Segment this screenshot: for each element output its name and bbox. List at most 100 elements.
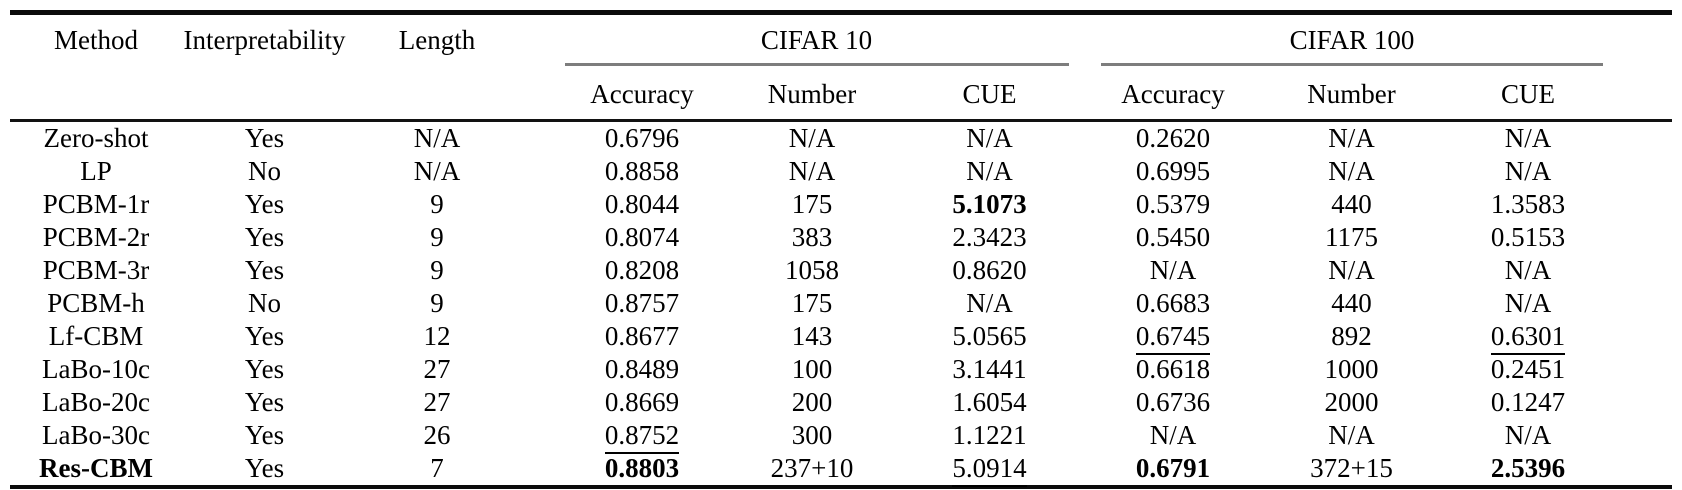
value-cell: 0.6791 <box>1082 452 1264 487</box>
value-cell: 892 <box>1264 320 1439 353</box>
cell-text: PCBM-1r <box>42 189 150 219</box>
cell-text: 12 <box>423 321 451 351</box>
cell-text: 100 <box>791 354 833 384</box>
cell-text: 0.8044 <box>604 189 680 219</box>
value-cell: 0.6301 <box>1439 320 1672 355</box>
cell-text: 2.3423 <box>952 222 1027 252</box>
value-cell: 0.8620 <box>897 254 1082 287</box>
value-cell: N/A <box>1439 419 1672 452</box>
table-row: Zero-shot Yes N/A 0.6796 N/A N/A 0.2620 N/A N/A <box>10 121 1672 156</box>
cell-text: 237+10 <box>770 453 854 483</box>
value-cell: Yes <box>182 386 347 419</box>
value-cell: 0.8752 <box>527 419 727 454</box>
col-header-cifar100-cue: CUE <box>1439 73 1673 122</box>
cell-text: N/A <box>788 123 836 153</box>
table-row: Lf-CBM Yes 12 0.8677 143 5.0565 0.6745 892 0.630… <box>10 320 1672 355</box>
cell-text: Yes <box>244 354 285 384</box>
col-header-method: Method <box>10 12 182 122</box>
cell-text: Yes <box>244 189 285 219</box>
value-cell: 0.6683 <box>1082 287 1264 320</box>
cell-text: 0.8803 <box>604 453 680 483</box>
value-cell: N/A <box>1439 287 1672 320</box>
cell-text: N/A <box>1149 255 1197 285</box>
group-header-cifar10-label: CIFAR 10 <box>760 25 873 55</box>
value-cell: 0.8669 <box>527 386 727 419</box>
value-cell: 1175 <box>1264 221 1439 254</box>
value-cell: 0.6736 <box>1082 386 1264 419</box>
value-cell: 9 <box>347 287 527 320</box>
value-cell: 0.8044 <box>527 188 727 221</box>
cell-text: 9 <box>430 288 444 318</box>
value-cell: 0.8074 <box>527 221 727 254</box>
value-cell: 1.3583 <box>1439 188 1672 221</box>
method-cell: Lf-CBM <box>10 320 182 353</box>
cell-text: N/A <box>1328 156 1375 186</box>
value-cell: 9 <box>347 221 527 254</box>
cell-text: 0.6736 <box>1135 387 1211 417</box>
table-body: Zero-shot Yes N/A 0.6796 N/A N/A 0.2620 N/A N/A L… <box>10 121 1672 487</box>
value-cell: 27 <box>347 386 527 419</box>
method-cell: LaBo-30c <box>10 419 182 452</box>
value-cell: 175 <box>727 287 897 320</box>
cell-text: 0.8620 <box>952 255 1027 285</box>
group-header-cifar100: CIFAR 100 <box>1082 13 1672 74</box>
value-cell: 0.8803 <box>527 452 727 487</box>
table-row: LaBo-30c Yes 26 0.8752 300 1.1221 N/A N/A N/A <box>10 419 1672 454</box>
method-cell: PCBM-1r <box>10 188 182 221</box>
value-cell: 5.1073 <box>897 188 1082 221</box>
cell-text: 0.8677 <box>604 321 680 351</box>
cell-text: 1058 <box>785 255 839 285</box>
value-cell: 0.5153 <box>1439 221 1672 254</box>
cell-text: 0.5153 <box>1490 222 1566 252</box>
value-cell: N/A <box>1439 155 1672 188</box>
cell-text: 27 <box>423 354 451 384</box>
value-cell: Yes <box>182 452 347 487</box>
cell-text: Res-CBM <box>39 453 153 483</box>
value-cell: N/A <box>1264 254 1439 287</box>
value-cell: 300 <box>727 419 897 452</box>
value-cell: 440 <box>1264 287 1439 320</box>
value-cell: N/A <box>1439 254 1672 287</box>
value-cell: 0.6618 <box>1082 353 1264 386</box>
cell-text: 0.6618 <box>1135 354 1211 384</box>
cell-text: 5.0565 <box>952 321 1027 351</box>
cell-text: 0.6791 <box>1135 453 1211 483</box>
cell-text: N/A <box>1504 420 1552 450</box>
value-cell: 0.6745 <box>1082 320 1264 355</box>
cell-text: 0.6745 <box>1135 321 1211 355</box>
value-cell: 2.5396 <box>1439 452 1672 487</box>
value-cell: 27 <box>347 353 527 386</box>
value-cell: 2000 <box>1264 386 1439 419</box>
cell-text: 300 <box>791 420 833 450</box>
cell-text: 5.0914 <box>952 453 1027 487</box>
col-header-interpretability: Interpretability <box>182 12 347 122</box>
col-header-cifar10-number: Number <box>727 73 897 122</box>
cell-text: Yes <box>244 321 285 351</box>
table-row: LaBo-20c Yes 27 0.8669 200 1.6054 0.6736 2000 0.… <box>10 386 1672 419</box>
cell-text: Yes <box>244 387 285 417</box>
cell-text: 0.8757 <box>604 288 680 318</box>
method-cell: Zero-shot <box>10 121 182 156</box>
cell-text: N/A <box>966 156 1013 186</box>
method-cell: LP <box>10 155 182 188</box>
value-cell: No <box>182 155 347 188</box>
results-table: Method Interpretability Length CIFAR 10 … <box>10 10 1673 489</box>
value-cell: 0.6796 <box>527 121 727 156</box>
cell-text: 440 <box>1331 189 1372 219</box>
cell-text: LP <box>80 156 112 186</box>
cell-text: N/A <box>413 123 461 153</box>
cell-text: N/A <box>966 288 1013 318</box>
group-header-cifar10: CIFAR 10 <box>527 13 1082 74</box>
value-cell: 5.0565 <box>897 320 1082 353</box>
cell-text: N/A <box>966 123 1013 153</box>
cell-text: N/A <box>1504 156 1552 186</box>
value-cell: 175 <box>727 188 897 221</box>
cell-text: N/A <box>1328 123 1375 153</box>
table-row: LaBo-10c Yes 27 0.8489 100 3.1441 0.6618 1000 0.… <box>10 353 1672 386</box>
cell-text: 0.5379 <box>1135 189 1211 219</box>
value-cell: 0.5450 <box>1082 221 1264 254</box>
value-cell: 100 <box>727 353 897 386</box>
value-cell: 143 <box>727 320 897 353</box>
value-cell: 200 <box>727 386 897 419</box>
cell-text: N/A <box>413 156 461 186</box>
